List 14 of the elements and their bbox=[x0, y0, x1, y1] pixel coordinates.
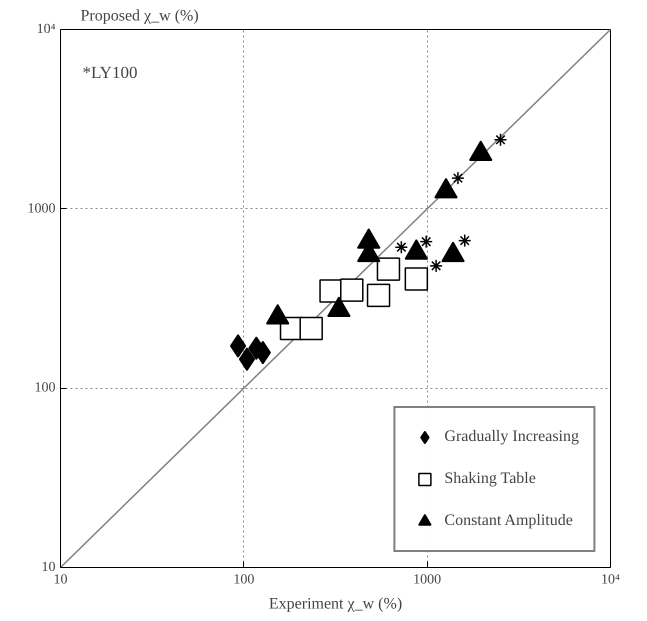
x-axis-title: Experiment χ_w (%) bbox=[268, 596, 402, 612]
y-tick-label: 10 bbox=[42, 560, 56, 575]
legend-label: Shaking Table bbox=[444, 470, 536, 488]
x-tick-label: 10⁴ bbox=[601, 572, 620, 588]
legend-label: Gradually Increasing bbox=[444, 428, 579, 446]
legend-label: Constant Amplitude bbox=[444, 512, 573, 530]
y-tick-label: 1000 bbox=[28, 201, 56, 216]
annotation: *LY100 bbox=[82, 63, 138, 82]
y-tick-label: 10⁴ bbox=[36, 22, 56, 37]
x-tick-label: 1000 bbox=[413, 572, 442, 588]
x-tick-label: 100 bbox=[233, 572, 254, 588]
x-tick-label: 10 bbox=[54, 572, 68, 588]
y-tick-label: 100 bbox=[34, 380, 56, 396]
y-axis-title: Proposed χ_w (%) bbox=[80, 8, 199, 24]
